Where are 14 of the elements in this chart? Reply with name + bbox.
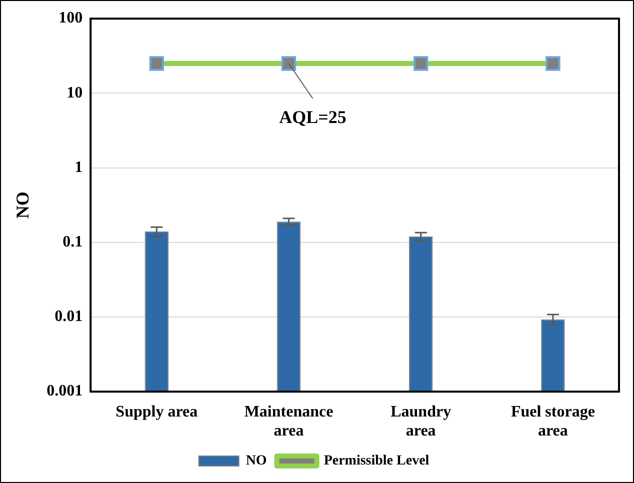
legend-label: Permissible Level (324, 454, 430, 469)
legend-label: NO (246, 454, 267, 469)
x-tick-label: Laundry area (390, 403, 452, 440)
x-tick-label: Maintenance area (244, 403, 334, 440)
y-tick-label: 0.001 (46, 382, 83, 400)
y-tick-label: 0.1 (62, 234, 83, 251)
x-tick-label: Fuel storage area (510, 403, 595, 440)
y-tick-label: 1 (74, 158, 83, 176)
y-axis-title: NO (12, 192, 32, 219)
annotation: AQL=25 (279, 107, 346, 128)
x-tick-label: Supply area (116, 403, 198, 420)
y-tick-label: 10 (66, 84, 83, 102)
y-tick-label: 0.01 (54, 308, 83, 326)
y-tick-label: 100 (58, 10, 83, 27)
